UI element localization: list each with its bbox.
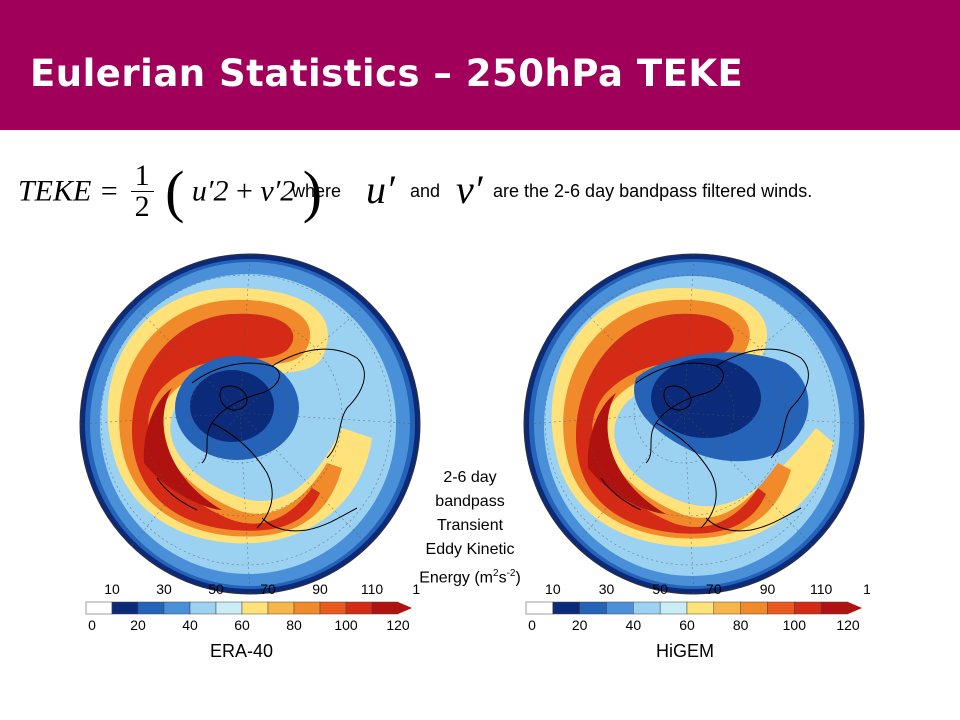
- colorbar-upper-tick-label: 90: [312, 581, 328, 597]
- slide-title: Eulerian Statistics – 250hPa TEKE: [30, 52, 744, 95]
- colorbar-swatch: [371, 601, 399, 615]
- and-text: and: [410, 181, 441, 201]
- caption-line-2: bandpass: [435, 493, 505, 510]
- colorbar-lower-tick-label: 0: [88, 617, 96, 633]
- colorbar-swatch: [345, 601, 373, 615]
- era40-colorbar: 10 30 50 70 90 110 130 0 20 40 60 80 100 120: [85, 581, 420, 633]
- colorbar-lower-tick-label: 80: [733, 617, 749, 633]
- colorbar-upper-tick-label: 130: [412, 581, 420, 597]
- colorbar-upper-tick-label: 10: [545, 581, 561, 597]
- colorbar-upper-tick-label: 10: [104, 581, 120, 597]
- colorbar-upper-tick-label: 110: [361, 581, 384, 597]
- colorbar-lower-tick-label: 80: [286, 617, 302, 633]
- colorbar-lower-tick-label: 60: [679, 617, 695, 633]
- u-prime-symbol: u′: [366, 167, 395, 212]
- colorbar-swatch: [579, 601, 607, 615]
- colorbar-upper-tick-label: 90: [760, 581, 776, 597]
- colorbar-swatch: [525, 601, 554, 615]
- filter-description: are the 2-6 day bandpass filtered winds.: [493, 181, 813, 201]
- colorbar-swatch: [137, 601, 165, 615]
- colorbar-swatch: [713, 601, 741, 615]
- colorbar-upper-tick-label: 70: [260, 581, 276, 597]
- fraction-denominator: 2: [134, 190, 150, 223]
- colorbar-swatch: [606, 601, 634, 615]
- colorbar-lower-tick-label: 120: [836, 617, 860, 633]
- colorbar-upper-tick-label: 130: [863, 581, 870, 597]
- caption-line-1: 2-6 day: [443, 469, 497, 486]
- colorbar-lower-tick-label: 100: [783, 617, 807, 633]
- colorbar-swatch: [659, 601, 688, 615]
- colorbar-lower-tick-label: 0: [528, 617, 536, 633]
- colorbar-swatch: [552, 601, 580, 615]
- colorbar-arrow: [848, 602, 862, 614]
- colorbar-swatch: [686, 601, 715, 615]
- v-prime-symbol: v′: [456, 167, 483, 212]
- teke-caption: 2-6 day bandpass Transient Eddy Kinetic …: [395, 466, 545, 590]
- higem-colorbar: 10 30 50 70 90 110 130 0 20 40 60 80 100 120: [525, 581, 870, 633]
- colorbar-swatch: [111, 601, 139, 615]
- formula-term-v: v′2: [260, 174, 296, 208]
- where-text: where: [292, 181, 342, 201]
- colorbar-lower-tick-label: 40: [626, 617, 642, 633]
- equation-line: TEKE = 1 2 ( u′2 + v′2 ) where u′ and v′…: [0, 158, 960, 238]
- colorbar-swatch: [85, 601, 113, 615]
- colorbar-upper-tick-label: 70: [706, 581, 722, 597]
- colorbar-arrow: [398, 602, 412, 614]
- colorbar-swatch: [740, 601, 768, 615]
- formula-fraction: 1 2: [130, 161, 154, 223]
- caption-units-mid: s: [498, 569, 507, 587]
- panel-label-era40: ERA-40: [210, 641, 274, 661]
- colorbar-lower-tick-label: 20: [130, 617, 146, 633]
- caption-line-3: Transient: [436, 517, 504, 534]
- formula-term-u: u′2: [191, 174, 229, 208]
- fraction-numerator: 1: [130, 161, 154, 192]
- colorbar-swatch: [820, 601, 849, 615]
- colorbar-swatch: [794, 601, 822, 615]
- colorbar-swatch: [163, 601, 191, 615]
- colorbar-lower-tick-label: 20: [572, 617, 588, 633]
- colorbar-upper-tick-label: 50: [208, 581, 224, 597]
- colorbar-swatch: [189, 601, 217, 615]
- colorbar-swatch: [241, 601, 269, 615]
- higem-polar-map: [523, 253, 865, 595]
- colorbar-lower-tick-label: 40: [182, 617, 198, 633]
- colorbar-upper-tick-label: 50: [652, 581, 668, 597]
- caption-units-sup2: -2: [506, 568, 516, 579]
- caption-line-4: Eddy Kinetic: [425, 541, 515, 558]
- panel-label-higem: HiGEM: [656, 641, 714, 661]
- colorbar-lower-tick-label: 60: [234, 617, 250, 633]
- caption-units-prefix: Energy (m: [419, 569, 493, 587]
- colorbar-swatch: [267, 601, 295, 615]
- colorbar-lower-tick-label: 100: [334, 617, 358, 633]
- slide-header: Eulerian Statistics – 250hPa TEKE: [0, 0, 960, 130]
- formula-plus: +: [235, 174, 253, 208]
- caption-units-sup1: 2: [493, 568, 499, 579]
- colorbar-swatch: [319, 601, 347, 615]
- right-paren: ): [302, 159, 323, 224]
- colorbar-swatch: [633, 601, 661, 615]
- teke-formula: TEKE = 1 2 ( u′2 + v′2 ): [18, 158, 322, 225]
- colorbar-swatch: [293, 601, 321, 615]
- colorbar-lower-tick-label: 120: [386, 617, 410, 633]
- colorbar-upper-tick-label: 110: [810, 581, 833, 597]
- colorbar-swatch: [767, 601, 795, 615]
- colorbar-swatch: [215, 601, 243, 615]
- formula-lhs: TEKE =: [18, 174, 120, 208]
- era40-polar-map: [79, 253, 421, 595]
- caption-line-5: Energy (m2s-2): [395, 562, 545, 590]
- caption-units-suffix: ): [515, 569, 521, 587]
- left-paren: (: [165, 159, 185, 224]
- colorbar-upper-tick-label: 30: [599, 581, 615, 597]
- colorbar-upper-tick-label: 30: [156, 581, 172, 597]
